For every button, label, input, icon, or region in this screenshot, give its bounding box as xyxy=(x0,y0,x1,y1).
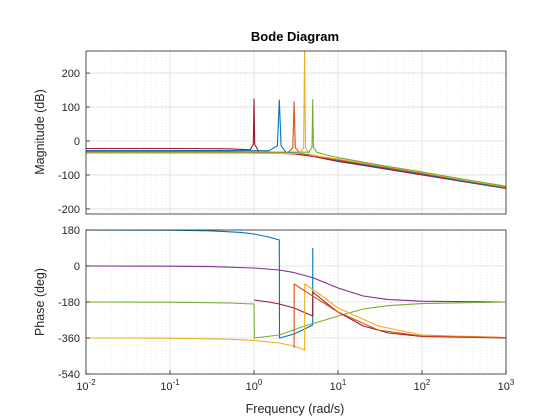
frequency-xtick-label: 101 xyxy=(330,378,347,393)
frequency-xtick-label: 102 xyxy=(414,378,431,393)
chart-title: Bode Diagram xyxy=(251,29,339,44)
magnitude-y-ticks: 200 100 0 -100 -200 xyxy=(58,68,90,216)
magnitude-ytick-label: 0 xyxy=(74,136,80,148)
frequency-xlabel: Frequency (rad/s) xyxy=(246,402,345,416)
phase-series-line-5 xyxy=(86,283,506,351)
magnitude-series-line-4 xyxy=(86,101,506,188)
phase-ytick-label: 0 xyxy=(74,261,80,273)
phase-series-line-6 xyxy=(293,283,506,349)
frequency-x-ticks: 10-2 10-1 100 101 102 103 xyxy=(76,370,515,393)
frequency-xtick-label: 103 xyxy=(498,378,515,393)
phase-series-line-4 xyxy=(253,291,506,339)
magnitude-ytick-label: -100 xyxy=(58,170,80,182)
magnitude-plot-area xyxy=(86,51,506,214)
magnitude-ytick-label: -200 xyxy=(58,204,80,216)
frequency-xtick-label: 10-2 xyxy=(76,378,96,393)
phase-ytick-label: -540 xyxy=(58,369,80,381)
phase-ytick-label: -180 xyxy=(58,297,80,309)
phase-ytick-label: -360 xyxy=(58,333,80,345)
magnitude-series-line-6 xyxy=(86,99,506,187)
magnitude-series-line-5 xyxy=(86,51,506,188)
magnitude-ytick-label: 100 xyxy=(62,102,80,114)
phase-ytick-label: 180 xyxy=(62,225,80,237)
phase-panel: 180 0 -180 -360 -540 10-2 10-1 100 101 102 103 Ph… xyxy=(33,225,515,416)
frequency-xtick-label: 100 xyxy=(246,378,263,393)
phase-series-line-2 xyxy=(86,230,314,339)
magnitude-ylabel: Magnitude (dB) xyxy=(33,89,47,174)
phase-ylabel: Phase (deg) xyxy=(33,268,47,336)
magnitude-series xyxy=(86,51,506,190)
magnitude-axes-box xyxy=(85,50,507,215)
phase-series xyxy=(86,230,506,351)
magnitude-panel: 200 100 0 -100 -200 Magnitude (dB) xyxy=(33,50,507,216)
magnitude-ytick-label: 200 xyxy=(62,68,80,80)
frequency-xtick-label: 10-1 xyxy=(160,378,180,393)
phase-y-ticks: 180 0 -180 -360 -540 xyxy=(58,225,90,381)
